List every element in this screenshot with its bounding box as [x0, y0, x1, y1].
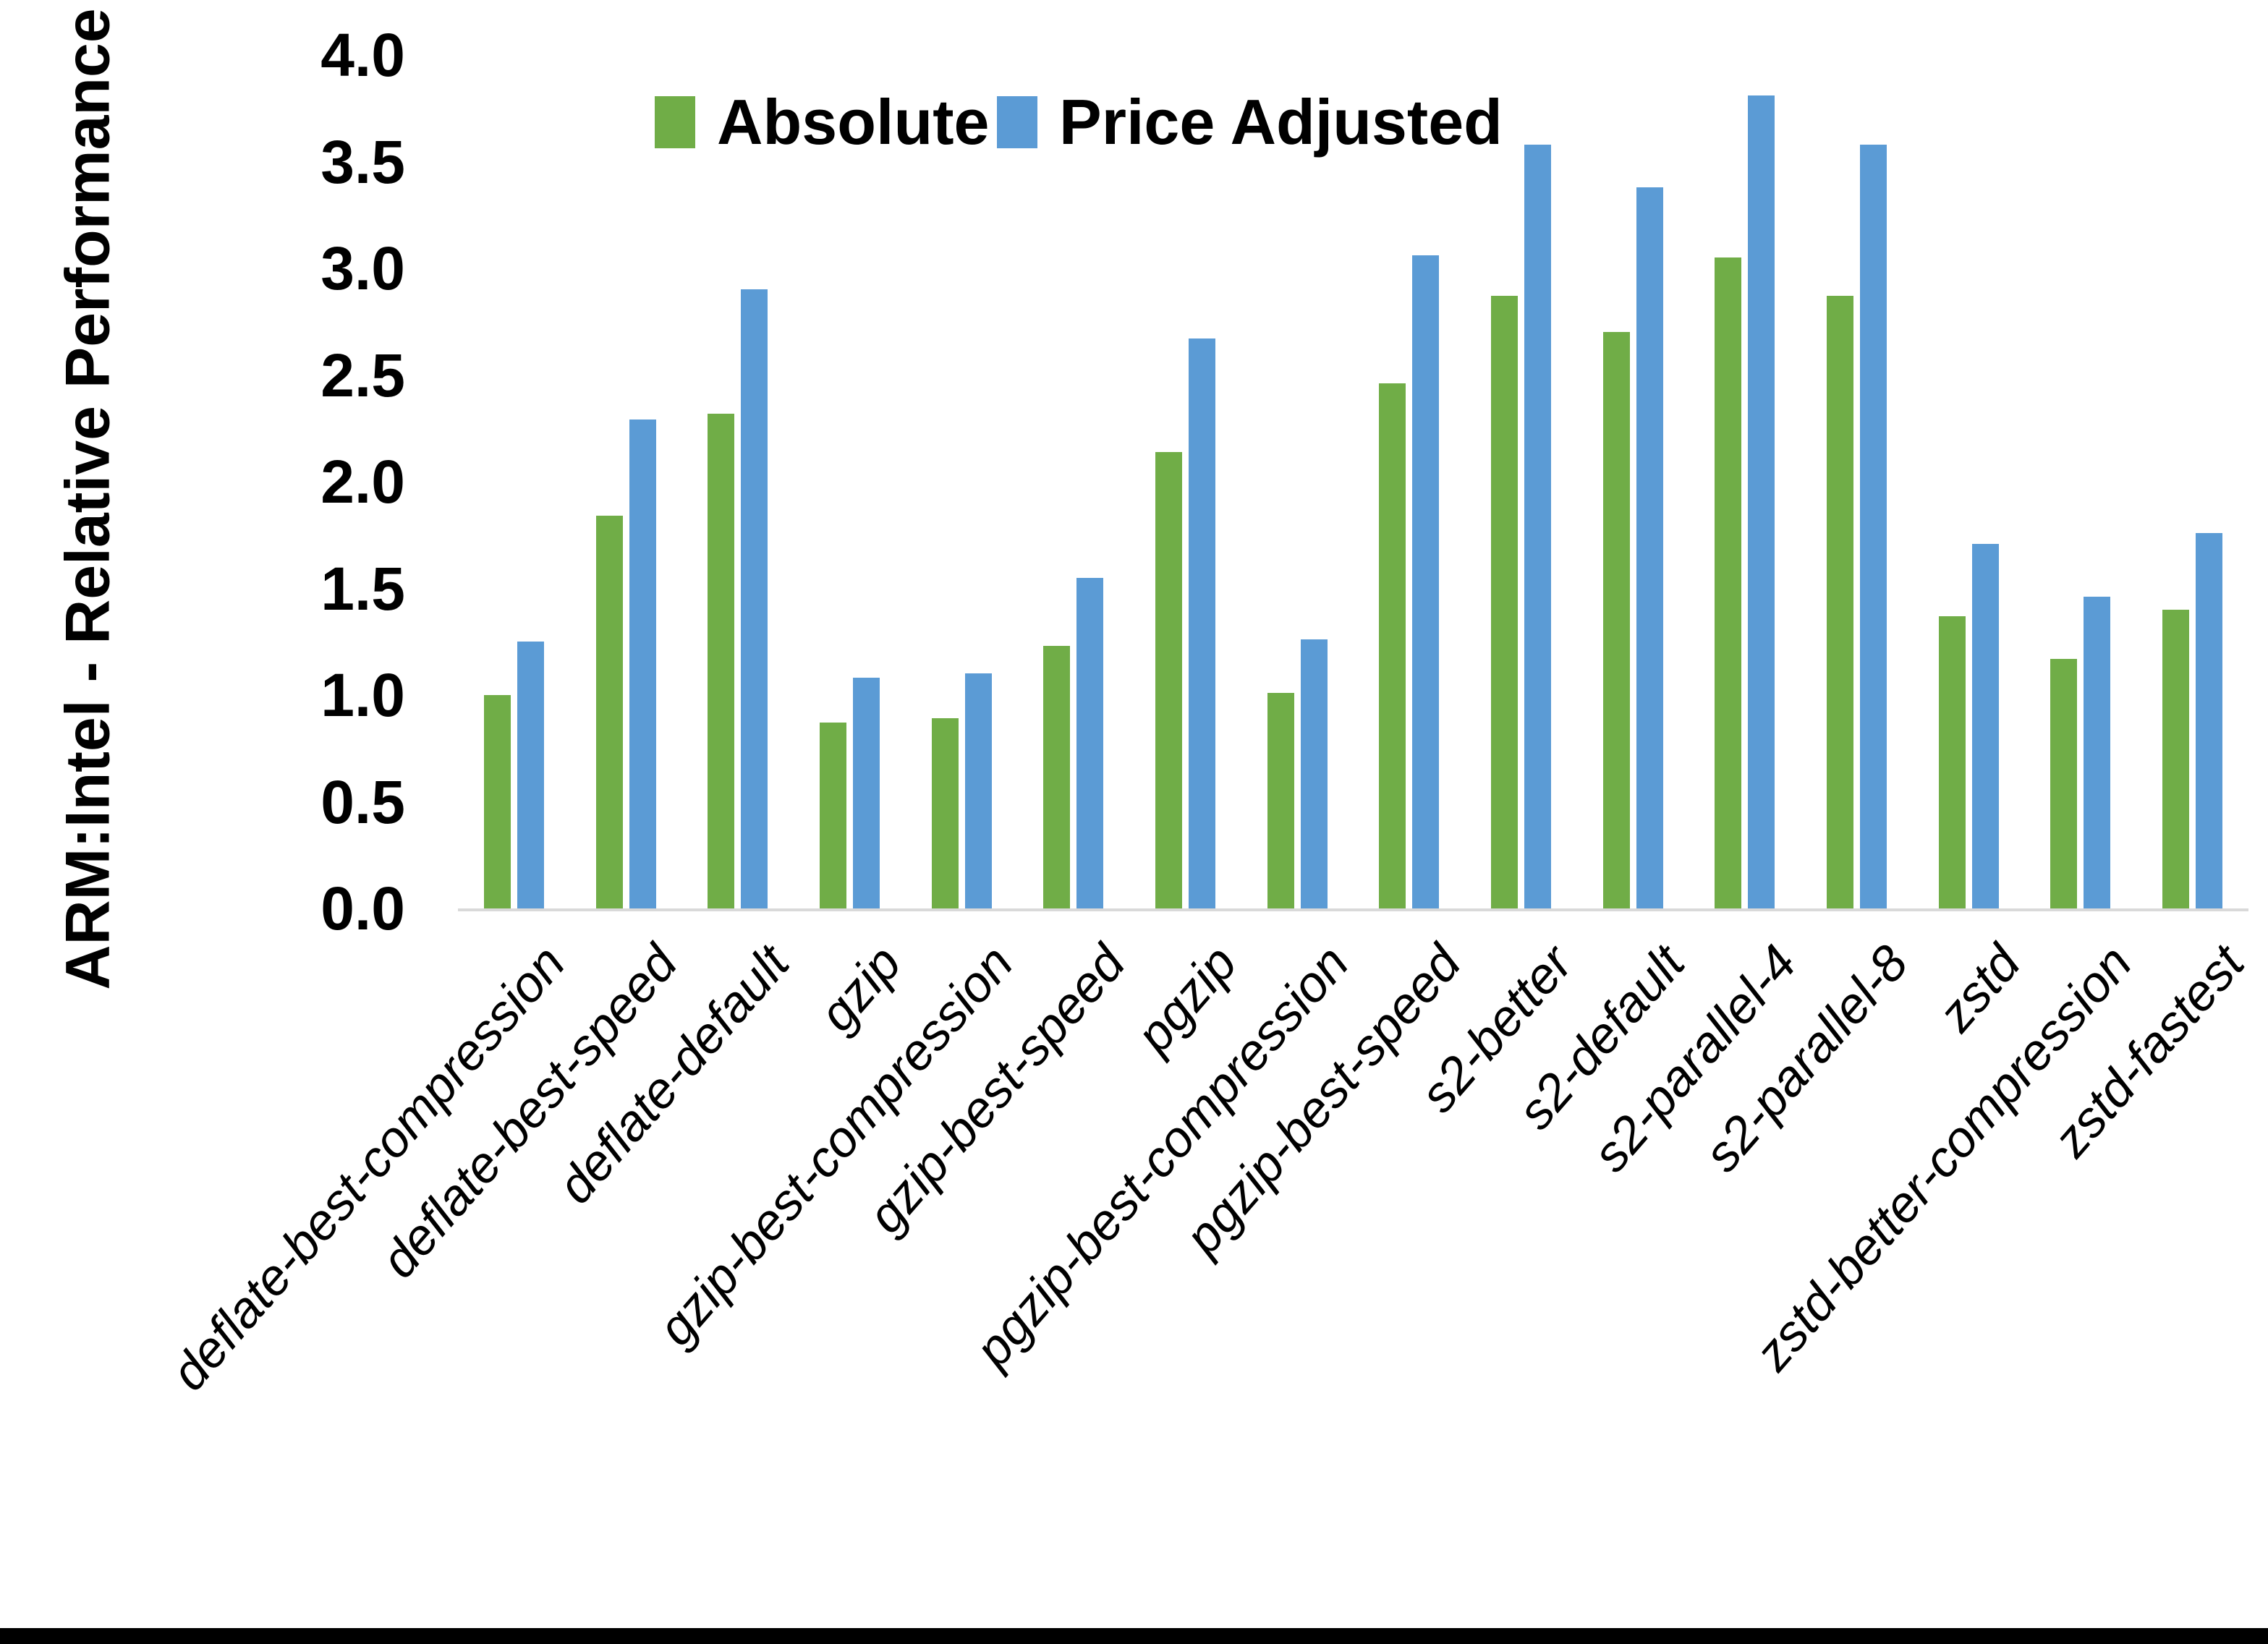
bar-absolute-gzip-best-speed [1043, 646, 1070, 908]
y-tick-label: 2.0 [320, 448, 405, 516]
y-tick-label: 1.5 [320, 554, 405, 623]
bar-absolute-zstd [1939, 616, 1966, 908]
y-tick-label: 3.5 [320, 127, 405, 196]
bar-price-adjusted-pgzip-best-compression [1301, 639, 1328, 908]
bar-price-adjusted-pgzip-best-speed [1412, 255, 1439, 908]
bar-absolute-zstd-better-compression [2050, 659, 2077, 908]
bar-price-adjusted-deflate-best-compression [517, 642, 544, 908]
y-tick-label: 0.0 [320, 874, 405, 942]
y-tick-label: 4.0 [320, 21, 405, 89]
x-category-label: zstd [1927, 934, 2031, 1042]
bar-price-adjusted-zstd [1972, 544, 1999, 908]
bar-absolute-gzip [820, 723, 846, 908]
y-tick-label: 1.0 [320, 661, 405, 729]
bar-absolute-s2-parallel-4 [1715, 257, 1741, 908]
bar-price-adjusted-gzip [853, 678, 880, 908]
legend-swatch-price-adjusted [997, 96, 1037, 148]
bar-price-adjusted-s2-default [1636, 187, 1663, 908]
bar-price-adjusted-gzip-best-speed [1076, 578, 1103, 908]
legend-item-price-adjusted: Price Adjusted [997, 85, 1503, 159]
y-tick-label: 0.5 [320, 767, 405, 836]
bottom-border [0, 1628, 2268, 1644]
bar-absolute-pgzip [1155, 452, 1182, 908]
bar-price-adjusted-deflate-best-speed [629, 419, 656, 908]
bar-absolute-s2-parallel-8 [1827, 296, 1853, 908]
legend-swatch-absolute [655, 96, 695, 148]
bar-price-adjusted-zstd-better-compression [2084, 597, 2110, 908]
y-tick-label: 2.5 [320, 341, 405, 409]
y-axis-title: ARM:Intel - Relative Performance [53, 8, 123, 990]
bar-price-adjusted-gzip-best-compression [965, 673, 992, 908]
legend-label-absolute: Absolute [717, 86, 990, 158]
bar-price-adjusted-zstd-fastest [2196, 533, 2222, 908]
bar-price-adjusted-s2-parallel-4 [1748, 95, 1775, 908]
bar-price-adjusted-pgzip [1189, 338, 1215, 908]
bar-absolute-deflate-default [708, 414, 734, 908]
bar-price-adjusted-s2-parallel-8 [1860, 145, 1887, 908]
bar-absolute-pgzip-best-compression [1267, 693, 1294, 908]
bar-absolute-s2-better [1491, 296, 1518, 908]
bar-absolute-pgzip-best-speed [1379, 383, 1406, 908]
y-tick-label: 3.0 [320, 234, 405, 302]
bar-price-adjusted-s2-better [1524, 145, 1551, 908]
legend-label-price-adjusted: Price Adjusted [1059, 86, 1503, 158]
bar-absolute-deflate-best-compression [484, 695, 511, 908]
bar-absolute-s2-default [1603, 332, 1630, 908]
x-axis-line [458, 908, 2248, 911]
bar-absolute-zstd-fastest [2162, 610, 2189, 908]
bar-absolute-gzip-best-compression [932, 718, 959, 908]
legend-item-absolute: Absolute [655, 85, 989, 159]
bar-price-adjusted-deflate-default [741, 289, 768, 908]
x-category-label: gzip [808, 934, 912, 1042]
bar-absolute-deflate-best-speed [596, 516, 623, 908]
